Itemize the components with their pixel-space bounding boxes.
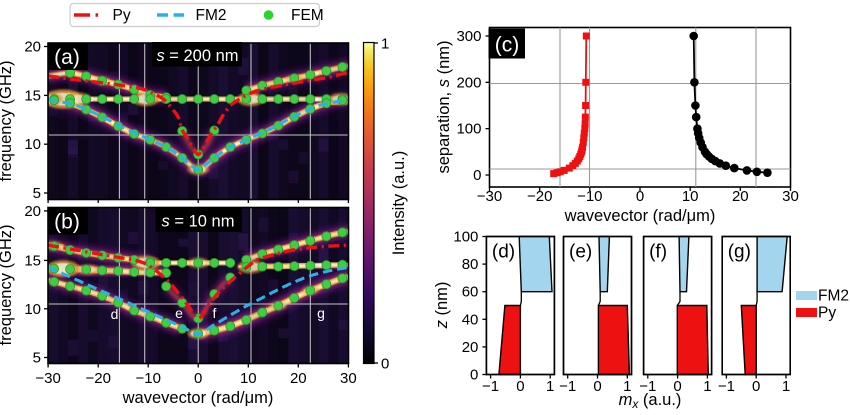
svg-text:15: 15: [24, 87, 41, 104]
svg-text:1: 1: [381, 36, 389, 53]
svg-text:1: 1: [623, 378, 631, 395]
svg-text:−1: −1: [639, 378, 656, 395]
svg-text:(d): (d): [492, 242, 515, 263]
svg-text:5: 5: [33, 185, 41, 202]
svg-text:−30: −30: [35, 370, 60, 387]
svg-text:20: 20: [462, 339, 479, 356]
svg-text:FEM: FEM: [291, 7, 324, 24]
svg-text:(b): (b): [54, 211, 80, 234]
svg-text:0: 0: [593, 378, 601, 395]
svg-text:(a): (a): [54, 46, 80, 69]
svg-text:10: 10: [24, 301, 41, 318]
svg-text:10: 10: [24, 136, 41, 153]
svg-text:0: 0: [516, 378, 524, 395]
svg-text:0: 0: [381, 356, 389, 373]
svg-text:−30: −30: [477, 188, 502, 205]
svg-text:1: 1: [546, 378, 554, 395]
svg-text:−1: −1: [718, 378, 735, 395]
svg-text:0: 0: [194, 370, 202, 387]
svg-text:0: 0: [673, 378, 681, 395]
svg-text:FM2: FM2: [196, 7, 227, 24]
svg-text:20: 20: [24, 203, 41, 220]
svg-text:−10: −10: [135, 370, 160, 387]
svg-text:(e): (e): [569, 242, 592, 263]
svg-text:10: 10: [682, 188, 699, 205]
svg-text:60: 60: [462, 284, 479, 301]
svg-text:frequency (GHz): frequency (GHz): [0, 224, 15, 345]
svg-text:15: 15: [24, 252, 41, 269]
svg-text:10: 10: [240, 370, 257, 387]
svg-text:(g): (g): [728, 242, 751, 263]
svg-text:f: f: [213, 305, 217, 321]
svg-text:z (nm): z (nm): [433, 282, 451, 330]
svg-text:5: 5: [33, 350, 41, 367]
svg-text:FM2: FM2: [818, 288, 849, 305]
svg-text:0: 0: [470, 367, 478, 384]
svg-text:20: 20: [24, 39, 41, 56]
svg-text:mx (a.u.): mx (a.u.): [619, 391, 682, 411]
svg-text:100: 100: [456, 121, 481, 138]
svg-text:1: 1: [703, 378, 711, 395]
svg-text:(f): (f): [649, 242, 667, 263]
svg-text:d: d: [111, 306, 119, 322]
svg-text:300: 300: [456, 28, 481, 45]
svg-text:0: 0: [752, 378, 760, 395]
svg-text:−1: −1: [559, 378, 576, 395]
svg-text:0: 0: [636, 188, 644, 205]
svg-text:30: 30: [782, 188, 799, 205]
svg-text:100: 100: [453, 229, 478, 246]
svg-text:200: 200: [456, 74, 481, 91]
svg-text:Intensity (a.u.): Intensity (a.u.): [390, 151, 408, 256]
svg-text:30: 30: [340, 370, 357, 387]
svg-text:−20: −20: [527, 188, 552, 205]
svg-text:e: e: [175, 305, 183, 321]
svg-text:1: 1: [782, 378, 790, 395]
svg-text:0: 0: [473, 167, 481, 184]
svg-text:20: 20: [290, 370, 307, 387]
svg-text:Py: Py: [113, 7, 131, 24]
svg-text:s = 200 nm: s = 200 nm: [156, 47, 238, 65]
svg-text:g: g: [317, 305, 325, 321]
svg-text:−10: −10: [577, 188, 602, 205]
svg-text:−1: −1: [482, 378, 499, 395]
svg-text:Py: Py: [818, 305, 836, 322]
svg-text:80: 80: [462, 256, 479, 273]
svg-text:−20: −20: [85, 370, 110, 387]
svg-text:40: 40: [462, 311, 479, 328]
svg-text:wavevector (rad/μm): wavevector (rad/μm): [564, 207, 716, 225]
svg-text:20: 20: [732, 188, 749, 205]
svg-text:frequency (GHz): frequency (GHz): [0, 60, 15, 181]
svg-text:separation, s (nm): separation, s (nm): [435, 41, 453, 174]
svg-text:s = 10 nm: s = 10 nm: [162, 213, 235, 231]
svg-text:(c): (c): [495, 34, 520, 57]
svg-text:wavevector (rad/μm): wavevector (rad/μm): [122, 389, 274, 407]
